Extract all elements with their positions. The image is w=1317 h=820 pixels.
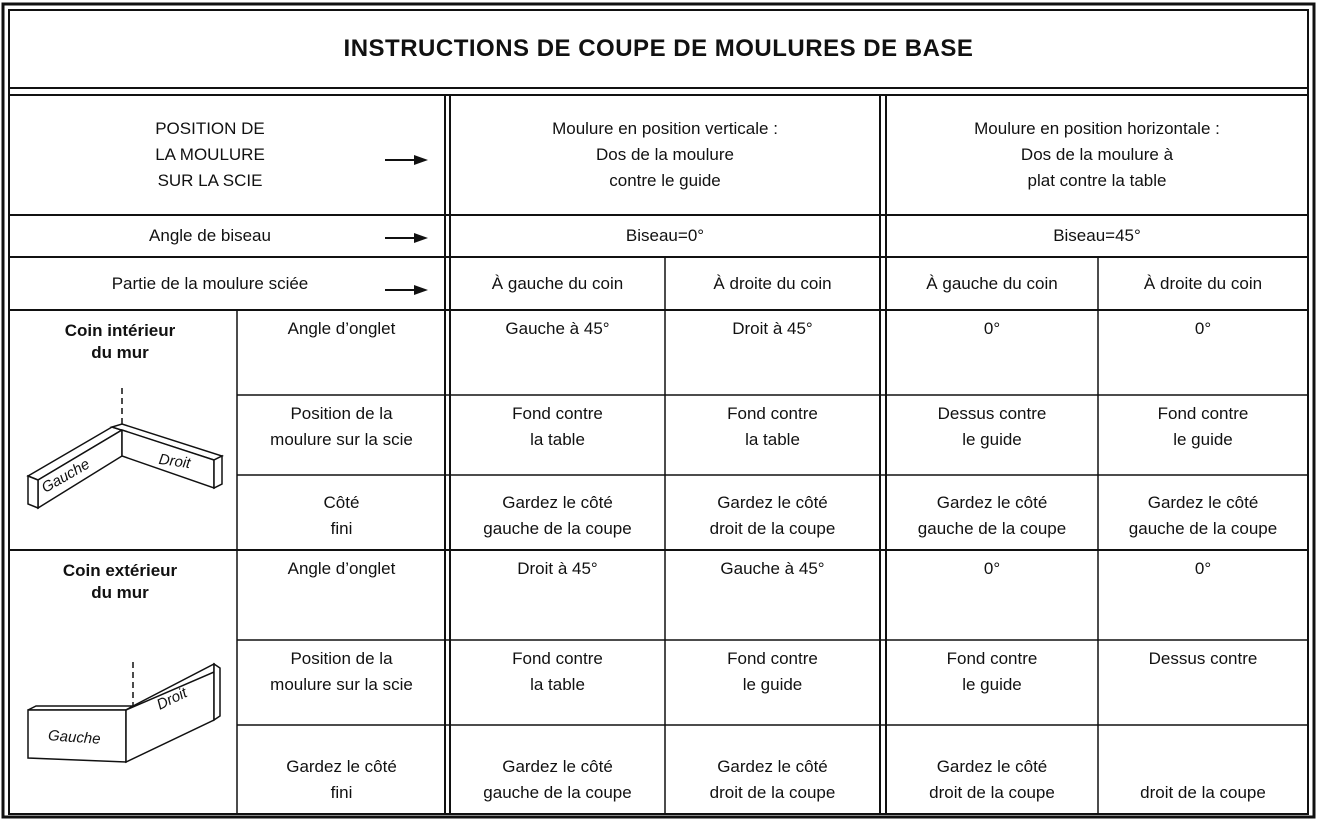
table-cell: Fond contre le guide <box>727 649 818 694</box>
table-cell: 0° <box>983 559 1001 578</box>
inner-border <box>8 9 1309 815</box>
row-label: Position de la moulure sur la scie <box>270 649 413 694</box>
cut-side-cell: À droite du coin <box>1143 273 1263 293</box>
row-label: Côté fini <box>323 493 360 538</box>
table-cell: Gardez le côté gauche de la coupe <box>1128 493 1278 538</box>
table-cell: Fond contre la table <box>512 649 603 694</box>
table-cell: Fond contre le guide <box>1157 404 1249 449</box>
arrow <box>385 233 428 243</box>
row-label: Gardez le côté fini <box>286 757 397 802</box>
header-label: POSITION DE LA MOULURE SUR LA SCIE <box>155 119 265 190</box>
table-cell: Dessus contre le guide <box>937 404 1047 449</box>
row-label: Angle d’onglet <box>287 319 396 338</box>
header-cell: Moulure en position horizontale : Dos de… <box>974 119 1220 190</box>
table-cell: 0° <box>1194 319 1212 338</box>
table-cell: Gardez le côté droit de la coupe <box>709 493 836 538</box>
section-title: Coin intérieur du mur <box>64 321 176 362</box>
table-cell: Fond contre le guide <box>946 649 1038 694</box>
title: INSTRUCTIONS DE COUPE DE MOULURES DE BAS… <box>343 35 974 62</box>
cut-side-cell: À gauche du coin <box>491 273 624 293</box>
table-cell: Droit à 45° <box>517 559 598 578</box>
row-label: Partie de la moulure sciée <box>111 273 309 293</box>
table-cell: 0° <box>983 319 1001 338</box>
cut-side-cell: À gauche du coin <box>926 273 1058 293</box>
table-cell: Gardez le côté droit de la coupe <box>709 757 836 802</box>
table-cell: Gauche à 45° <box>720 559 825 578</box>
bevel-cell: Biseau=0° <box>625 226 705 245</box>
diagram-label: Droit <box>158 451 193 472</box>
table-cell: Fond contre la table <box>512 404 603 449</box>
table-cell: Gauche à 45° <box>505 319 610 338</box>
arrow <box>385 155 428 165</box>
table-cell: Gardez le côté gauche de la coupe <box>483 493 632 538</box>
row-label: Position de la moulure sur la scie <box>270 404 413 449</box>
bevel-cell: Biseau=45° <box>1053 226 1141 245</box>
section-title: Coin extérieur du mur <box>62 561 178 602</box>
row-label: Angle de biseau <box>149 226 271 245</box>
table-cell: 0° <box>1194 559 1212 578</box>
outer-corner-diagram: Gauche Droit <box>27 662 221 764</box>
diagram-label: Gauche <box>48 727 102 748</box>
table-cell: Dessus contre <box>1148 649 1258 668</box>
table-cell: Fond contre la table <box>727 404 818 449</box>
table-cell: droit de la coupe <box>1140 783 1266 802</box>
inner-corner-diagram: Gauche Droit <box>26 388 224 510</box>
table-cell: Droit à 45° <box>732 319 813 338</box>
row-label: Angle d’onglet <box>287 559 396 578</box>
table-cell: Gardez le côté droit de la coupe <box>929 757 1055 802</box>
table-cell: Gardez le côté gauche de la coupe <box>917 493 1067 538</box>
cut-side-cell: À droite du coin <box>713 273 832 293</box>
table-cell: Gardez le côté gauche de la coupe <box>483 757 632 802</box>
arrow <box>385 285 428 295</box>
header-cell: Moulure en position verticale : Dos de l… <box>552 119 778 190</box>
